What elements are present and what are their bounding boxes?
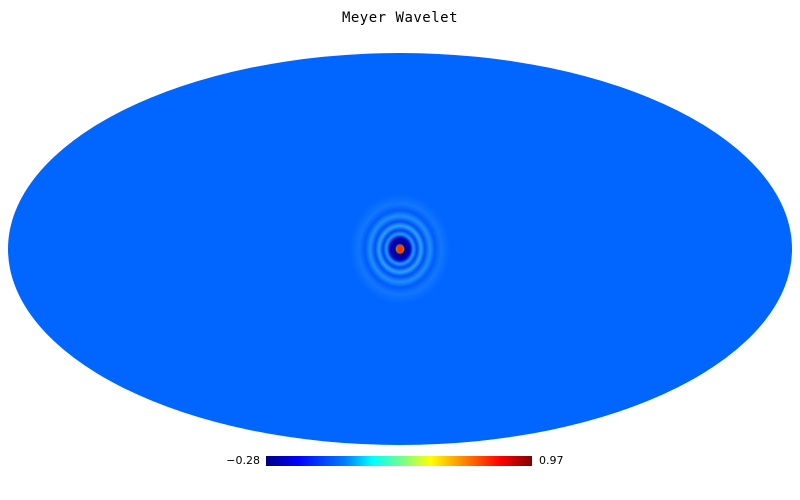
colorbar-min-label: −0.28 <box>226 454 260 467</box>
wavelet-peak <box>397 245 403 253</box>
colorbar-max-label: 0.97 <box>539 454 564 467</box>
colorbar <box>266 456 532 466</box>
map-title: Meyer Wavelet <box>341 10 459 26</box>
